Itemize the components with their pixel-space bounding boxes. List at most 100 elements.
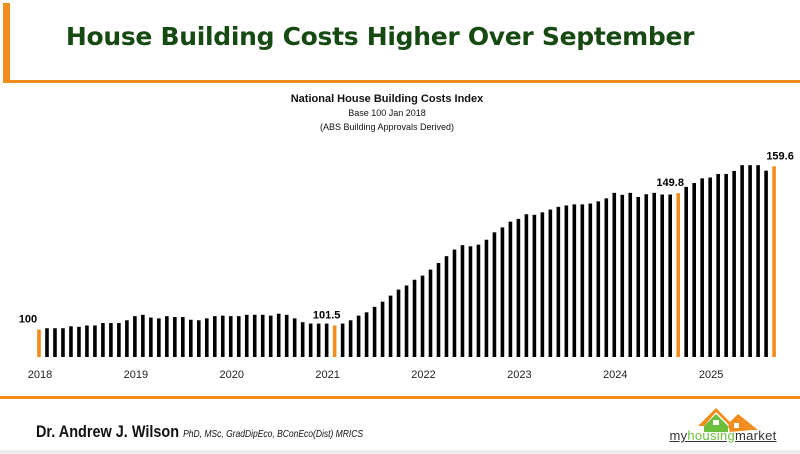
- bar: [476, 244, 481, 357]
- bar: [404, 285, 409, 357]
- data-label: 100: [19, 314, 37, 326]
- bar: [61, 328, 65, 357]
- bar: [85, 325, 89, 357]
- chart-title: National House Building Costs Index: [290, 93, 484, 105]
- bar: [308, 323, 313, 357]
- bar: [572, 204, 577, 357]
- data-label: 159.6: [766, 150, 794, 162]
- bar: [556, 206, 561, 357]
- bar: [428, 269, 433, 357]
- x-tick-label: 2018: [28, 369, 52, 381]
- bar: [652, 192, 657, 357]
- chart-subtitle: Base 100 Jan 2018: [348, 108, 426, 118]
- footer-divider: [0, 396, 800, 399]
- bar: [396, 289, 401, 357]
- author-text: Dr. Andrew J. Wilson: [36, 422, 180, 441]
- bar: [101, 323, 105, 357]
- bar: [356, 315, 361, 357]
- bar: [228, 316, 233, 357]
- bar: [548, 209, 553, 357]
- bar: [412, 279, 417, 357]
- bar: [636, 196, 641, 357]
- bar: [197, 320, 201, 357]
- header-divider: [3, 80, 800, 83]
- bar: [77, 326, 81, 357]
- x-tick-label: 2020: [220, 369, 244, 381]
- bar: [660, 194, 665, 357]
- bar: [292, 318, 297, 357]
- x-tick-label: 2023: [507, 369, 531, 381]
- highlighted-bar: [676, 193, 680, 357]
- author-name: Dr. Andrew J. Wilson PhD, MSc, GradDipEc…: [36, 422, 363, 442]
- bar: [324, 323, 329, 357]
- bar: [508, 221, 513, 357]
- bar: [628, 192, 633, 357]
- bar: [596, 201, 601, 357]
- bar: [117, 323, 121, 357]
- data-label: 149.8: [656, 177, 684, 189]
- author-credentials: PhD, MSc, GradDipEco, BConEco(Dist) MRIC…: [183, 429, 364, 440]
- bar: [133, 316, 137, 357]
- bar: [109, 323, 113, 357]
- bar: [684, 186, 688, 357]
- bar: [380, 301, 385, 357]
- bar: [420, 275, 425, 357]
- bar: [53, 328, 57, 357]
- bar: [748, 165, 752, 357]
- bar: [212, 316, 217, 357]
- bar: [532, 214, 537, 357]
- bar: [756, 165, 760, 357]
- bar: [668, 194, 673, 357]
- bar: [340, 323, 345, 357]
- bar: [452, 249, 457, 357]
- bar: [620, 194, 625, 357]
- bar: [516, 218, 521, 357]
- x-tick-label: 2022: [411, 369, 435, 381]
- bar: [732, 170, 736, 357]
- x-tick-label: 2025: [699, 369, 723, 381]
- bar-chart: 100 101.5 149.8 159.6 2018 2019 2020 2021 2022 20…: [19, 150, 794, 381]
- highlighted-bar: [772, 166, 776, 357]
- footer: [0, 399, 800, 454]
- bar: [700, 178, 704, 357]
- bar: [45, 328, 49, 357]
- bar: [165, 316, 169, 357]
- bar: [468, 246, 473, 357]
- bar: [388, 295, 393, 357]
- bar: [764, 170, 768, 357]
- logo-part: my: [669, 428, 688, 443]
- bar: [580, 204, 585, 357]
- bar: [692, 183, 696, 357]
- bar: [276, 313, 281, 357]
- bar: [364, 312, 369, 357]
- highlighted-bar: [332, 325, 337, 357]
- bar: [460, 245, 465, 357]
- bar: [492, 232, 497, 357]
- bar: [181, 316, 185, 357]
- bar: [436, 263, 441, 357]
- bar: [93, 325, 97, 357]
- x-tick-label: 2021: [315, 369, 339, 381]
- bar: [284, 314, 289, 357]
- bar: [740, 165, 744, 357]
- bar: [189, 319, 193, 357]
- page-title: House Building Costs Higher Over Septemb…: [65, 22, 695, 51]
- logo-part: market: [735, 428, 777, 443]
- bar: [604, 198, 609, 357]
- bar: [724, 173, 728, 357]
- bar: [141, 314, 145, 357]
- bar: [260, 314, 265, 357]
- bar: [484, 239, 489, 357]
- bar: [244, 314, 249, 357]
- bar: [348, 320, 353, 357]
- logo-text: myhousingmarket: [668, 428, 778, 443]
- bar: [444, 256, 449, 357]
- bar: [524, 214, 529, 357]
- bar: [316, 323, 321, 357]
- bar: [236, 316, 241, 357]
- accent-bar: [3, 3, 10, 83]
- highlighted-bar: [37, 329, 41, 357]
- bar: [252, 314, 257, 357]
- bar: [708, 177, 712, 357]
- bar: [173, 316, 177, 357]
